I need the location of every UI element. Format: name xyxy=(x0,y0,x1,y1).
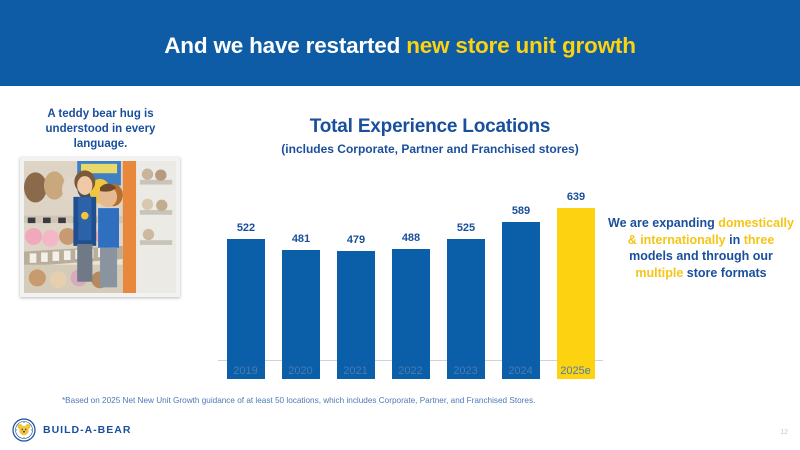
page-title-plain: And we have restarted xyxy=(164,33,407,58)
x-axis-label-2025e: 2025e xyxy=(560,365,591,377)
store-photo xyxy=(20,157,180,297)
right-caption-seg3: in xyxy=(725,232,744,247)
bar xyxy=(227,239,265,379)
page-title: And we have restarted new store unit gro… xyxy=(0,33,800,59)
bar-value-label: 525 xyxy=(456,222,476,234)
bear-seal-icon xyxy=(12,418,36,442)
right-caption-seg7: store formats xyxy=(683,265,767,280)
bar-value-label: 522 xyxy=(236,222,256,234)
chart-title: Total Experience Locations xyxy=(309,116,551,137)
right-caption-seg6: multiple xyxy=(635,265,684,280)
bar xyxy=(447,239,485,379)
left-caption: A teddy bear hug is understood in every … xyxy=(45,108,156,150)
right-caption-seg4: three xyxy=(743,232,775,247)
bar-value-label: 479 xyxy=(346,234,366,246)
bar-value-label: 488 xyxy=(401,232,421,244)
bar-group-2021: 479 xyxy=(337,235,375,379)
right-caption: We are expanding domestically & internat… xyxy=(608,215,794,281)
bar-group-2024: 589 xyxy=(502,206,540,379)
right-caption-seg2: domestically & internationally xyxy=(627,216,794,247)
footnote: *Based on 2025 Net New Unit Growth guida… xyxy=(62,396,536,405)
bar-value-label: 481 xyxy=(291,233,311,245)
bar-chart: 522 2019 481 2020 479 2021 488 2022 525 2023 589 20… xyxy=(218,165,603,380)
x-axis-label-2024: 2024 xyxy=(508,365,533,377)
x-axis-label-2022: 2022 xyxy=(398,365,423,377)
x-axis-label-2019: 2019 xyxy=(233,365,258,377)
right-caption-seg5: models and through our xyxy=(629,249,773,263)
bar-group-2022: 488 xyxy=(392,233,430,379)
page-number: 12 xyxy=(780,429,788,436)
store-photo-illustration xyxy=(24,161,176,293)
bar-group-2025e: 639 xyxy=(557,192,595,379)
bar xyxy=(337,251,375,379)
bar xyxy=(282,250,320,379)
brand-name: BUILD-A-BEAR xyxy=(43,424,132,436)
bar-value-label: 639 xyxy=(566,191,586,203)
x-axis-label-2023: 2023 xyxy=(453,365,478,377)
bar-group-2023: 525 xyxy=(447,223,485,379)
right-caption-seg1: We are expanding xyxy=(608,216,719,230)
footer-logo: BUILD-A-BEAR xyxy=(12,418,131,442)
x-axis-label-2021: 2021 xyxy=(343,365,368,377)
header-band xyxy=(0,0,800,86)
bar-group-2020: 481 xyxy=(282,234,320,379)
chart-subtitle: (includes Corporate, Partner and Franchi… xyxy=(281,142,579,156)
bar xyxy=(392,249,430,379)
page-title-highlight: new store unit growth xyxy=(406,33,636,58)
x-axis-label-2020: 2020 xyxy=(288,365,313,377)
bar xyxy=(502,222,540,379)
bar xyxy=(557,208,595,379)
bar-group-2019: 522 xyxy=(227,223,265,379)
bar-value-label: 589 xyxy=(511,205,531,217)
